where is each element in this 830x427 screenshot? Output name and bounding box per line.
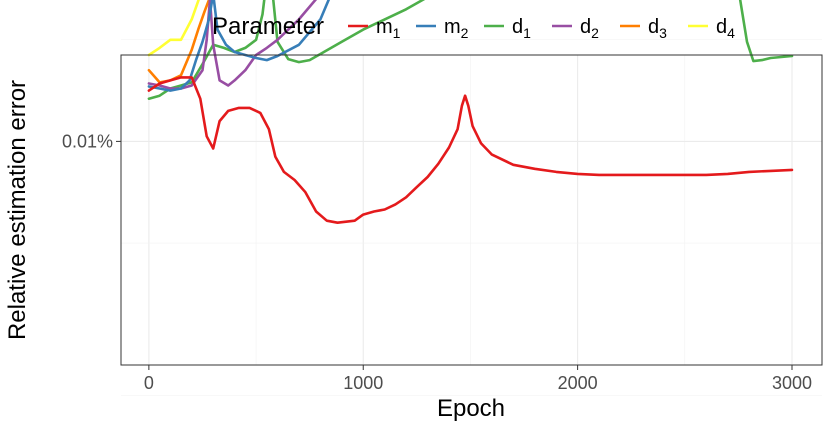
gridlines [121,39,822,396]
x-tick-label: 2000 [558,373,598,393]
legend-label-d3: d3 [648,16,667,41]
series-line-m2 [147,0,331,92]
y-axis-ticks: 0.01%1.00%100.00% [62,131,121,151]
x-tick-label: 0 [144,373,154,393]
legend-label-m1: m1 [376,16,401,41]
x-axis-ticks: 0 1000 2000 3000 [144,365,812,393]
x-tick-label: 3000 [772,373,812,393]
series-lines [147,0,794,224]
plot-border [120,54,823,366]
legend-label-d1: d1 [512,16,531,41]
legend-title: Parameter [212,13,324,40]
x-axis-title: Epoch [437,395,505,422]
legend: Parameter m1 m2 d1 d2 d3 d4 [212,13,735,41]
legend-label-d4: d4 [716,16,735,41]
legend-label-m2: m2 [444,16,469,41]
legend-label-d2: d2 [580,16,599,41]
y-axis-title: Relative estimation error [4,80,31,340]
series-line-m1 [147,76,794,224]
x-tick-label: 1000 [343,373,383,393]
y-tick-label: 0.01% [62,131,113,151]
